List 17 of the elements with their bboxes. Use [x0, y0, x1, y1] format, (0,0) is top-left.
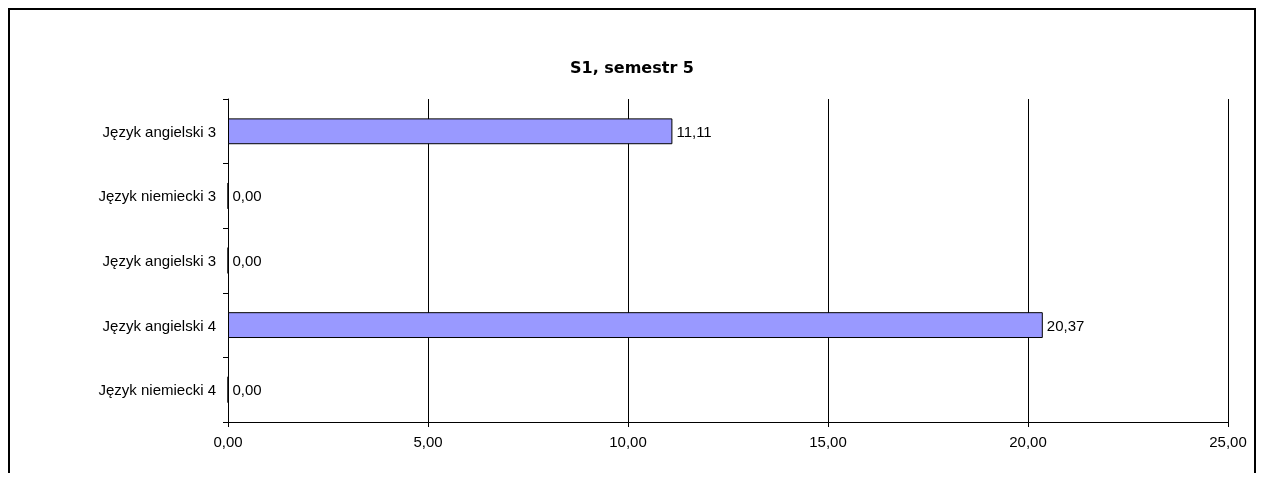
- x-tick-label: 10,00: [609, 433, 647, 450]
- data-label: 11,11: [676, 122, 712, 140]
- data-label: 0,00: [232, 252, 262, 269]
- data-label: 0,00: [232, 187, 262, 205]
- data-label: 20,37: [1046, 316, 1085, 334]
- x-tick-label: 0,00: [213, 433, 243, 450]
- y-tick-label: Język angielski 3: [102, 122, 216, 140]
- x-tick-label: 20,00: [1009, 433, 1047, 450]
- y-tick-label: Język niemiecki 4: [98, 381, 216, 399]
- y-tick-label: Język angielski 4: [102, 316, 216, 334]
- y-tick-label: Język niemiecki 3: [98, 187, 216, 205]
- x-tick-label: 5,00: [413, 433, 443, 450]
- data-label: 0,00: [232, 381, 262, 399]
- x-tick-label: 15,00: [809, 433, 847, 450]
- x-tick-label: 25,00: [1209, 433, 1247, 450]
- chart-title: S1, semestr 5: [570, 57, 694, 77]
- y-tick-label: Język angielski 3: [102, 252, 216, 269]
